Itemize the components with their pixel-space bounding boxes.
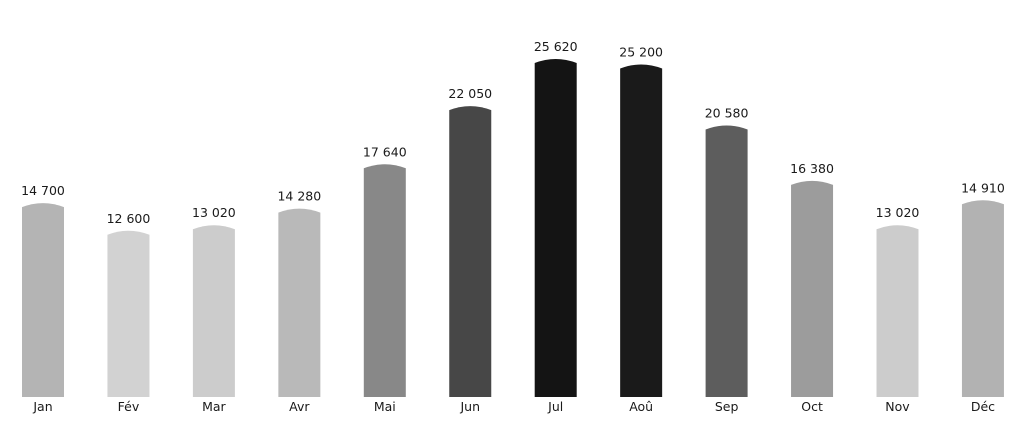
x-tick-labels-group: Jan Fév Mar Avr Mai Jun Jul Aoû Sep Oct Nov Déc bbox=[32, 399, 995, 414]
value-label-Mar: 13 020 bbox=[192, 205, 236, 220]
x-tick-label-Déc: Déc bbox=[971, 399, 995, 414]
x-tick-label-Nov: Nov bbox=[885, 399, 910, 414]
value-label-Jul: 25 620 bbox=[534, 39, 578, 54]
bar-Oct bbox=[791, 180, 834, 397]
x-tick-label-Aoû: Aoû bbox=[629, 399, 653, 414]
bar-Avr bbox=[278, 208, 321, 397]
bar-Jul bbox=[534, 59, 577, 397]
value-label-Oct: 16 380 bbox=[790, 161, 834, 176]
bar-Fév bbox=[107, 230, 150, 397]
x-tick-label-Sep: Sep bbox=[715, 399, 739, 414]
value-label-Avr: 14 280 bbox=[277, 189, 321, 204]
value-label-Aoû: 25 200 bbox=[619, 45, 663, 60]
value-label-Déc: 14 910 bbox=[961, 180, 1005, 195]
value-label-Mai: 17 640 bbox=[363, 144, 407, 159]
bar-Aoû bbox=[620, 64, 663, 397]
x-tick-label-Jun: Jun bbox=[459, 399, 480, 414]
x-tick-label-Jul: Jul bbox=[547, 399, 563, 414]
bar-Nov bbox=[876, 225, 919, 397]
value-label-Jun: 22 050 bbox=[448, 86, 492, 101]
bar-Sep bbox=[705, 125, 748, 397]
bar-Jan bbox=[22, 203, 64, 397]
bars-group bbox=[22, 59, 1004, 397]
x-tick-label-Mar: Mar bbox=[202, 399, 226, 414]
x-tick-label-Jan: Jan bbox=[32, 399, 52, 414]
value-label-Nov: 13 020 bbox=[876, 205, 920, 220]
value-label-Jan: 14 700 bbox=[21, 183, 65, 198]
x-tick-label-Avr: Avr bbox=[289, 399, 310, 414]
bar-Déc bbox=[961, 200, 1004, 397]
value-labels-group: 14 700 12 600 13 020 14 280 17 640 22 050 25 6… bbox=[21, 39, 1005, 226]
value-label-Sep: 20 580 bbox=[705, 105, 749, 120]
bar-Mar bbox=[192, 225, 235, 397]
x-tick-label-Mai: Mai bbox=[374, 399, 396, 414]
bar-Jun bbox=[449, 106, 492, 397]
bar-Mai bbox=[363, 164, 406, 397]
x-tick-label-Fév: Fév bbox=[118, 399, 140, 414]
value-label-Fév: 12 600 bbox=[107, 211, 151, 226]
x-tick-label-Oct: Oct bbox=[801, 399, 823, 414]
